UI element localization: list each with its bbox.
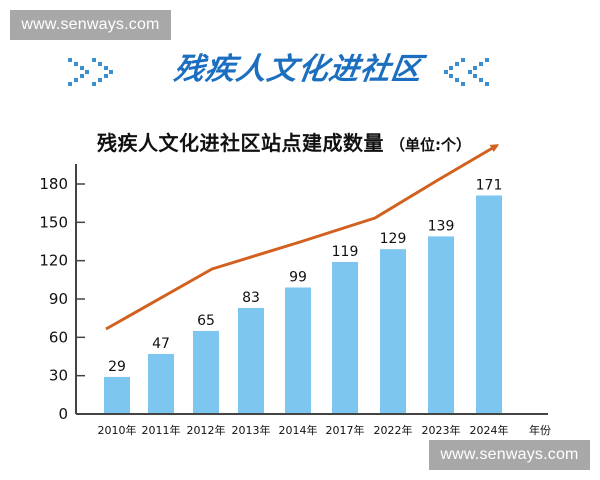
bar bbox=[193, 330, 219, 414]
value-label: 65 bbox=[197, 313, 215, 329]
chart-title: 残疾人文化进社区站点建成数量 （单位:个） bbox=[97, 127, 471, 156]
bar bbox=[285, 287, 311, 414]
double-chevron-right-icon bbox=[68, 58, 113, 86]
x-axis-title: 年份 bbox=[529, 423, 551, 437]
chart-title-text: 残疾人文化进社区站点建成数量 bbox=[97, 131, 384, 155]
category-label: 2014年 bbox=[279, 423, 318, 437]
category-label: 2023年 bbox=[422, 423, 461, 437]
axes bbox=[75, 164, 548, 415]
y-ticks: 0 30 60 90 120 150 180 bbox=[39, 175, 85, 423]
category-label: 2011年 bbox=[142, 423, 181, 437]
bar bbox=[238, 307, 264, 414]
double-chevron-left-icon bbox=[444, 58, 489, 86]
bar bbox=[148, 353, 174, 414]
value-label: 129 bbox=[380, 231, 407, 247]
chart-unit: （单位:个） bbox=[390, 136, 471, 154]
category-label: 2022年 bbox=[374, 423, 413, 437]
value-label: 99 bbox=[289, 270, 307, 286]
category-label: 2012年 bbox=[187, 423, 226, 437]
x-labels: 2010年 2011年 2012年 2013年 2014年 2017年 2022年 2023年… bbox=[98, 423, 509, 437]
bar bbox=[476, 195, 502, 414]
value-label: 29 bbox=[108, 359, 126, 375]
y-tick-label: 0 bbox=[58, 405, 68, 423]
bar bbox=[332, 261, 358, 414]
watermark-bottom: www.senways.com bbox=[429, 440, 590, 470]
bar bbox=[104, 376, 130, 414]
bars: 29 47 65 83 99 119 129 139 171 bbox=[104, 178, 503, 414]
y-tick-label: 90 bbox=[49, 290, 68, 308]
watermark-top: www.senways.com bbox=[10, 10, 171, 40]
y-tick-label: 30 bbox=[49, 367, 68, 385]
value-label: 119 bbox=[332, 244, 359, 260]
y-tick-label: 150 bbox=[39, 213, 68, 231]
trend-arrow bbox=[105, 146, 496, 331]
category-label: 2024年 bbox=[470, 423, 509, 437]
category-label: 2010年 bbox=[98, 423, 137, 437]
category-label: 2017年 bbox=[326, 423, 365, 437]
value-label: 139 bbox=[428, 218, 455, 234]
value-label: 47 bbox=[152, 336, 170, 352]
y-tick-label: 60 bbox=[49, 328, 68, 346]
value-label: 83 bbox=[242, 290, 260, 306]
y-tick-label: 180 bbox=[39, 175, 68, 193]
category-label: 2013年 bbox=[232, 423, 271, 437]
banner: 残疾人文化进社区 bbox=[0, 48, 600, 92]
bar bbox=[428, 236, 454, 414]
value-label: 171 bbox=[476, 178, 503, 194]
y-tick-label: 120 bbox=[39, 252, 68, 270]
bar bbox=[380, 249, 406, 414]
